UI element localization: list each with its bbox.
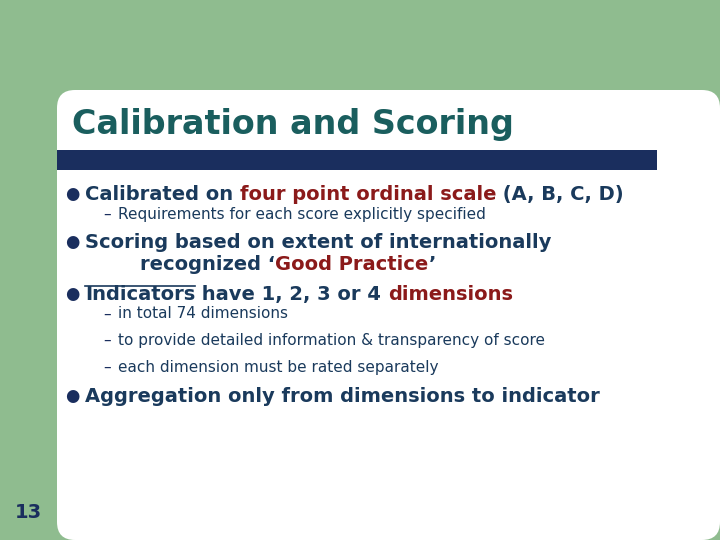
Text: recognized ‘: recognized ‘ — [140, 255, 275, 274]
Text: four point ordinal scale: four point ordinal scale — [240, 185, 496, 204]
Text: in total 74 dimensions: in total 74 dimensions — [118, 307, 288, 321]
Text: 13: 13 — [14, 503, 42, 522]
Text: –: – — [103, 360, 111, 375]
Text: Aggregation only from dimensions to indicator: Aggregation only from dimensions to indi… — [85, 387, 600, 406]
Bar — [57, 150, 657, 170]
Text: have 1, 2, 3 or 4: have 1, 2, 3 or 4 — [195, 285, 388, 304]
Text: Good Practice: Good Practice — [275, 255, 428, 274]
Text: –: – — [103, 333, 111, 348]
Text: –: – — [103, 207, 111, 222]
Text: ●: ● — [65, 185, 79, 203]
Text: each dimension must be rated separately: each dimension must be rated separately — [118, 360, 438, 375]
Text: Requirements for each score explicitly specified: Requirements for each score explicitly s… — [118, 207, 486, 222]
Text: (A, B, C, D): (A, B, C, D) — [496, 185, 624, 204]
Text: ●: ● — [65, 387, 79, 404]
Text: –: – — [103, 307, 111, 321]
Text: Scoring based on extent of internationally: Scoring based on extent of international… — [85, 233, 552, 252]
Text: Calibrated on: Calibrated on — [85, 185, 240, 204]
FancyBboxPatch shape — [57, 90, 720, 540]
Text: ●: ● — [65, 285, 79, 303]
Text: ’: ’ — [428, 255, 436, 274]
Text: Calibration and Scoring: Calibration and Scoring — [72, 108, 514, 141]
Text: to provide detailed information & transparency of score: to provide detailed information & transp… — [118, 333, 545, 348]
Text: dimensions: dimensions — [388, 285, 513, 304]
Text: Indicators: Indicators — [85, 285, 195, 304]
Text: ●: ● — [65, 233, 79, 252]
